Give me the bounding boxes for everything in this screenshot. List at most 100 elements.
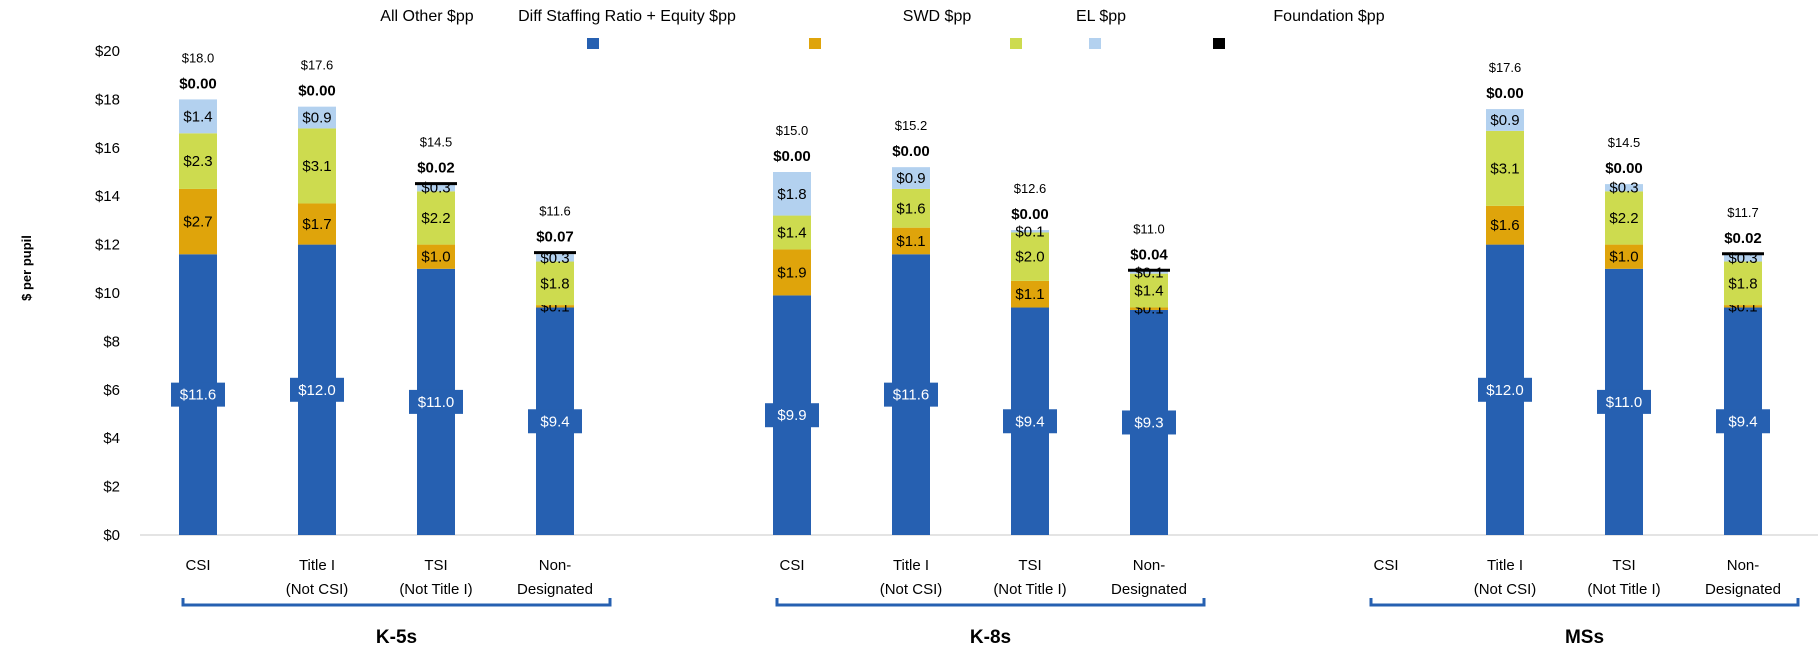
bar-segment-0-3-1 [536, 305, 574, 308]
bar-segment-2-1-3 [1486, 109, 1524, 131]
bar-label-1-0-3: $1.8 [777, 186, 806, 203]
legend-swatch-2 [1010, 38, 1022, 49]
y-axis-label: $ per pupil [19, 235, 34, 301]
bar-segment-1-1-3 [892, 167, 930, 189]
bar-label-0-2-1: $1.0 [421, 249, 450, 266]
legend-swatch-0 [587, 38, 599, 49]
y-tick-label-1: $2 [103, 479, 120, 496]
bar-label-1-0-2: $1.4 [777, 225, 806, 242]
bar-label-0-2-2: $2.2 [421, 210, 450, 227]
category-label-1-2-0: TSI [1018, 557, 1041, 574]
bar-label-2-1-0: $12.0 [1486, 382, 1524, 399]
legend-swatch-3 [1089, 38, 1101, 49]
y-tick-label-7: $14 [95, 188, 120, 205]
bar-label-box-0-3 [528, 409, 582, 434]
bar-segment-2-3-2 [1724, 261, 1762, 306]
bar-label-box-2-1 [1478, 377, 1532, 402]
total-label-2-1: $17.6 [1489, 60, 1522, 75]
bar-label-2-2-0: $11.0 [1606, 394, 1642, 411]
foundation-label-0-0: $0.00 [179, 75, 217, 92]
total-label-2-3: $11.7 [1727, 205, 1759, 220]
legend-label-2: SWD $pp [903, 8, 972, 25]
bar-segment-2-1-1 [1486, 205, 1524, 245]
bar-label-0-1-1: $1.7 [302, 216, 331, 233]
bar-segment-2-2-2 [1605, 191, 1643, 245]
category-label-1-1-1: (Not CSI) [880, 581, 943, 598]
foundation-label-1-1: $0.00 [892, 143, 930, 160]
legend-label-3: EL $pp [1076, 8, 1126, 25]
y-tick-label-5: $10 [95, 285, 120, 302]
bar-label-box-2-3 [1716, 409, 1770, 434]
foundation-label-1-3: $0.04 [1130, 246, 1168, 263]
category-label-0-0-0: CSI [185, 557, 210, 574]
bar-label-box-0-2 [409, 389, 463, 414]
bar-label-1-1-3: $0.9 [896, 170, 925, 187]
bar-segment-2-1-2 [1486, 130, 1524, 206]
total-label-1-2: $12.6 [1014, 181, 1047, 196]
bar-label-0-2-0: $11.0 [418, 394, 454, 411]
bar-label-box-1-3 [1122, 410, 1176, 435]
y-tick-label-8: $16 [95, 140, 120, 157]
bar-label-2-1-2: $3.1 [1490, 160, 1519, 177]
bar-label-2-2-3: $0.3 [1609, 180, 1638, 197]
bar-segment-1-3-2 [1130, 273, 1168, 308]
category-label-1-3-0: Non- [1133, 557, 1166, 574]
bar-label-0-3-2: $1.8 [540, 275, 569, 292]
bar-label-box-2-2 [1597, 389, 1651, 414]
bar-segment-0-3-3 [536, 254, 574, 262]
bars: $11.6 $2.7 $2.3 $1.4 $0.00 $18.0 $12.0 $1.7 $3.1… [171, 50, 1770, 535]
bar-label-1-1-0: $11.6 [893, 387, 929, 404]
bar-label-2-3-0: $9.4 [1728, 413, 1757, 430]
bar-segment-0-2-1 [417, 244, 455, 269]
category-label-0-2-1: (Not Title I) [399, 581, 472, 598]
total-label-1-0: $15.0 [776, 123, 809, 138]
bar-label-0-1-2: $3.1 [302, 158, 331, 175]
category-label-0-1-0: Title I [299, 557, 335, 574]
legend-label-1: Diff Staffing Ratio + Equity $pp [518, 8, 736, 25]
y-tick-label-6: $12 [95, 237, 120, 254]
category-label-0-2-0: TSI [424, 557, 447, 574]
bar-label-0-0-0: $11.6 [180, 387, 216, 404]
total-label-0-3: $11.6 [539, 204, 571, 219]
bar-segment-0-3-2 [536, 261, 574, 306]
bar-segment-0-1-1 [298, 203, 336, 245]
foundation-label-2-1: $0.00 [1486, 85, 1524, 102]
bar-label-0-1-0: $12.0 [298, 382, 336, 399]
category-label-2-3-0: Non- [1727, 557, 1760, 574]
bar-segment-0-0-2 [179, 133, 217, 189]
bar-label-1-1-1: $1.1 [896, 233, 925, 250]
group-bracket-2 [1369, 598, 1800, 607]
bar-label-1-3-2: $1.4 [1134, 283, 1163, 300]
foundation-label-1-0: $0.00 [773, 148, 811, 165]
foundation-label-0-1: $0.00 [298, 83, 336, 100]
bar-segment-1-0-2 [773, 215, 811, 250]
category-label-2-2-1: (Not Title I) [1587, 581, 1660, 598]
y-axis: $0 $2 $4 $6 $8 $10 $12 $14 $16 $18 $20 [95, 43, 1818, 544]
foundation-label-1-2: $0.00 [1011, 206, 1049, 223]
foundation-label-0-3: $0.07 [536, 229, 574, 246]
bar-segment-1-2-2 [1011, 232, 1049, 281]
total-label-1-3: $11.0 [1133, 221, 1165, 236]
category-label-2-2-0: TSI [1612, 557, 1635, 574]
bar-segment-0-2-2 [417, 191, 455, 245]
group-label-1: K-8s [970, 627, 1011, 648]
bar-segment-0-1-2 [298, 128, 336, 204]
bar-segment-1-0-1 [773, 249, 811, 296]
bar-segment-1-2-1 [1011, 280, 1049, 308]
group-bracket-0 [181, 598, 612, 607]
bar-segment-0-0-3 [179, 99, 217, 134]
bar-label-box-1-0 [765, 403, 819, 428]
bar-segment-0-2-3 [417, 184, 455, 192]
legend-swatch-4 [1213, 38, 1225, 49]
category-label-2-1-0: Title I [1487, 557, 1523, 574]
total-label-0-0: $18.0 [182, 50, 215, 65]
legend-swatch-1 [809, 38, 821, 49]
bar-label-2-3-2: $1.8 [1728, 275, 1757, 292]
foundation-label-2-3: $0.02 [1724, 230, 1762, 247]
bar-label-1-3-3: $0.1 [1134, 264, 1163, 281]
bar-label-0-3-0: $9.4 [540, 413, 569, 430]
legend: All Other $pp Diff Staffing Ratio + Equit… [380, 8, 1385, 49]
category-label-2-0-0: CSI [1373, 557, 1398, 574]
bar-label-1-0-0: $9.9 [777, 407, 806, 424]
group-label-0: K-5s [376, 627, 417, 648]
